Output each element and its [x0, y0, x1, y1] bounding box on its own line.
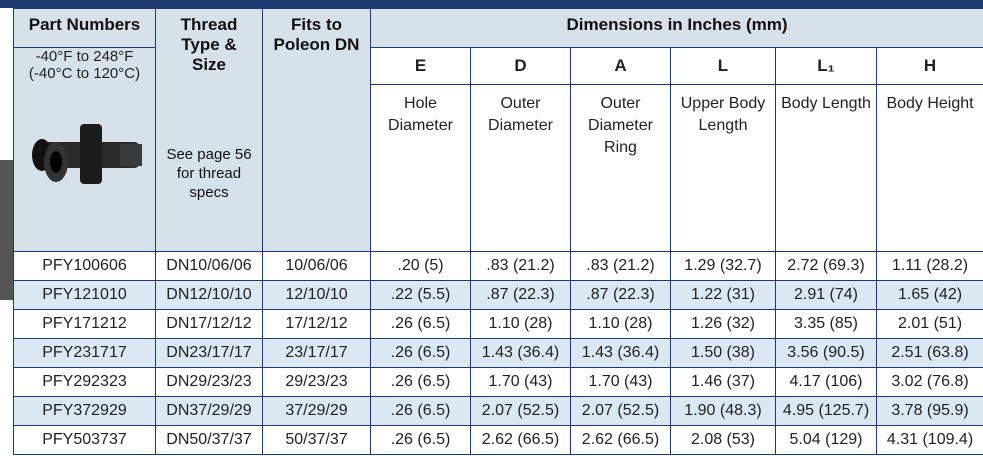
table-cell: 1.50 (38) — [671, 339, 776, 368]
spec-table: Part Numbers Thread Type & Size See page… — [13, 8, 983, 455]
table-cell: 2.07 (52.5) — [471, 397, 571, 426]
table-cell: 4.17 (106) — [776, 368, 877, 397]
table-cell: .26 (6.5) — [371, 339, 471, 368]
table-cell: DN17/12/12 — [156, 310, 263, 339]
temp-image-cell: -40°F to 248°F (-40°C to 120°C) — [14, 48, 156, 252]
table-cell: 1.10 (28) — [571, 310, 671, 339]
table-cell: 2.07 (52.5) — [571, 397, 671, 426]
table-cell: 37/29/29 — [263, 397, 371, 426]
page: Part Numbers Thread Type & Size See page… — [0, 0, 983, 456]
header-cell: Thread Type & Size See page 56 for threa… — [156, 9, 263, 252]
table-cell: .87 (22.3) — [571, 281, 671, 310]
table-cell: .26 (6.5) — [371, 426, 471, 455]
table-cell: 1.90 (48.3) — [671, 397, 776, 426]
table-cell: 1.65 (42) — [877, 281, 983, 310]
temp-line: (-40°C to 120°C) — [14, 65, 155, 82]
table-cell: DN10/06/06 — [156, 252, 263, 281]
table-cell: .83 (21.2) — [471, 252, 571, 281]
table-cell: DN50/37/37 — [156, 426, 263, 455]
column-letter: L₁ — [776, 48, 877, 85]
column-description: Body Length — [776, 85, 877, 252]
table-cell: 3.56 (90.5) — [776, 339, 877, 368]
table-cell: 4.31 (109.4) — [877, 426, 983, 455]
column-description: Outer Diameter — [471, 85, 571, 252]
header-cell: Fits to Poleon DN — [263, 9, 371, 252]
table-cell: 17/12/12 — [263, 310, 371, 339]
table-cell: .26 (6.5) — [371, 397, 471, 426]
table-cell: .26 (6.5) — [371, 368, 471, 397]
table-cell: 2.91 (74) — [776, 281, 877, 310]
column-letter: L — [671, 48, 776, 85]
table-cell: PFY231717 — [14, 339, 156, 368]
table-cell: PFY372929 — [14, 397, 156, 426]
table-cell: 2.51 (63.8) — [877, 339, 983, 368]
table-cell: 1.22 (31) — [671, 281, 776, 310]
table-cell: 10/06/06 — [263, 252, 371, 281]
table-cell: PFY503737 — [14, 426, 156, 455]
table-cell: PFY121010 — [14, 281, 156, 310]
column-letter: D — [471, 48, 571, 85]
table-cell: .83 (21.2) — [571, 252, 671, 281]
column-letter: A — [571, 48, 671, 85]
table-cell: 5.04 (129) — [776, 426, 877, 455]
table-cell: DN37/29/29 — [156, 397, 263, 426]
table-cell: 1.70 (43) — [571, 368, 671, 397]
table-cell: 2.08 (53) — [671, 426, 776, 455]
column-letter: E — [371, 48, 471, 85]
header-cell: Part Numbers — [14, 9, 156, 48]
column-letter: H — [877, 48, 983, 85]
column-description: Body Height — [877, 85, 983, 252]
table-cell: PFY292323 — [14, 368, 156, 397]
table-cell: 1.26 (32) — [671, 310, 776, 339]
table-cell: 2.62 (66.5) — [571, 426, 671, 455]
column-description: Upper Body Length — [671, 85, 776, 252]
table-cell: 29/23/23 — [263, 368, 371, 397]
table-cell: 1.11 (28.2) — [877, 252, 983, 281]
header-text: Thread Type & Size — [156, 15, 262, 75]
table-cell: 2.72 (69.3) — [776, 252, 877, 281]
table-cell: 4.95 (125.7) — [776, 397, 877, 426]
table-cell: 1.43 (36.4) — [471, 339, 571, 368]
product-image — [20, 112, 150, 212]
table-cell: .87 (22.3) — [471, 281, 571, 310]
temp-line: -40°F to 248°F — [14, 48, 155, 65]
column-description: Outer Diameter Ring — [571, 85, 671, 252]
edge-image — [0, 160, 13, 300]
table-cell: 23/17/17 — [263, 339, 371, 368]
table-cell: 50/37/37 — [263, 426, 371, 455]
table-cell: 3.02 (76.8) — [877, 368, 983, 397]
table-cell: 3.78 (95.9) — [877, 397, 983, 426]
column-description: Hole Diameter — [371, 85, 471, 252]
table-cell: 3.35 (85) — [776, 310, 877, 339]
table-cell: .20 (5) — [371, 252, 471, 281]
table-cell: 2.62 (66.5) — [471, 426, 571, 455]
table-cell: DN29/23/23 — [156, 368, 263, 397]
table-cell: DN12/10/10 — [156, 281, 263, 310]
table-cell: 1.29 (32.7) — [671, 252, 776, 281]
table-cell: 1.46 (37) — [671, 368, 776, 397]
table-cell: 1.70 (43) — [471, 368, 571, 397]
table-cell: 1.43 (36.4) — [571, 339, 671, 368]
table-cell: PFY100606 — [14, 252, 156, 281]
header-cell: Dimensions in Inches (mm) — [371, 9, 983, 48]
table-cell: 12/10/10 — [263, 281, 371, 310]
table-cell: .26 (6.5) — [371, 310, 471, 339]
table-cell: 2.01 (51) — [877, 310, 983, 339]
table-cell: PFY171212 — [14, 310, 156, 339]
table-cell: DN23/17/17 — [156, 339, 263, 368]
note: See page 56 for thread specs — [156, 145, 262, 202]
top-band — [0, 0, 983, 8]
table-cell: 1.10 (28) — [471, 310, 571, 339]
table-cell: .22 (5.5) — [371, 281, 471, 310]
